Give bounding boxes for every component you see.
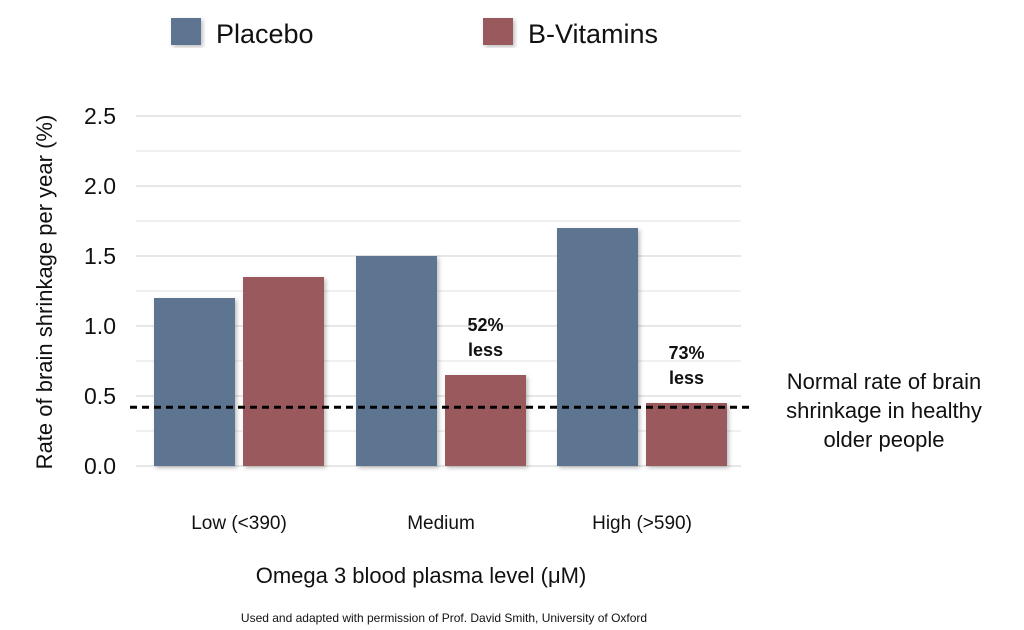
y-tick-label: 0.0 xyxy=(84,453,116,479)
y-tick-label: 2.5 xyxy=(84,103,116,129)
legend-swatch xyxy=(483,18,513,45)
bar-placebo-0 xyxy=(154,298,235,466)
reference-line-label: Normal rate of brain shrinkage in healthy… xyxy=(786,369,982,452)
credit-text: Used and adapted with permission of Prof… xyxy=(241,611,647,625)
bar-placebo-2 xyxy=(557,228,638,466)
bars xyxy=(154,228,727,466)
annotation-label: 52% less xyxy=(467,315,503,360)
bar-b-vitamins-0 xyxy=(243,277,324,466)
y-axis-ticks: 0.0 0.5 1.0 1.5 2.0 2.5 xyxy=(84,103,116,479)
reference-line-group: Normal rate of brain shrinkage in healthy… xyxy=(130,369,982,452)
legend-swatch xyxy=(171,18,201,45)
y-tick-label: 0.5 xyxy=(84,383,116,409)
x-category-label: Low (<390) xyxy=(191,513,287,534)
x-axis-title: Omega 3 blood plasma level (μM) xyxy=(256,563,587,588)
bar-placebo-1 xyxy=(356,256,437,466)
y-axis-title: Rate of brain shrinkage per year (%) xyxy=(32,115,57,470)
gridlines xyxy=(136,115,741,467)
x-category-label: High (>590) xyxy=(592,513,692,534)
x-axis-categories: Low (<390) Medium High (>590) xyxy=(191,513,692,534)
legend-label: Placebo xyxy=(216,19,314,49)
y-tick-label: 2.0 xyxy=(84,173,116,199)
y-tick-label: 1.5 xyxy=(84,243,116,269)
bar-b-vitamins-2 xyxy=(646,403,727,466)
legend-label: B-Vitamins xyxy=(528,19,658,49)
x-category-label: Medium xyxy=(407,513,475,534)
legend: Placebo B-Vitamins xyxy=(171,18,658,49)
bar-b-vitamins-1 xyxy=(445,375,526,466)
annotation-label: 73% less xyxy=(668,343,704,388)
y-tick-label: 1.0 xyxy=(84,313,116,339)
annotations: 52% less 73% less xyxy=(467,315,704,388)
